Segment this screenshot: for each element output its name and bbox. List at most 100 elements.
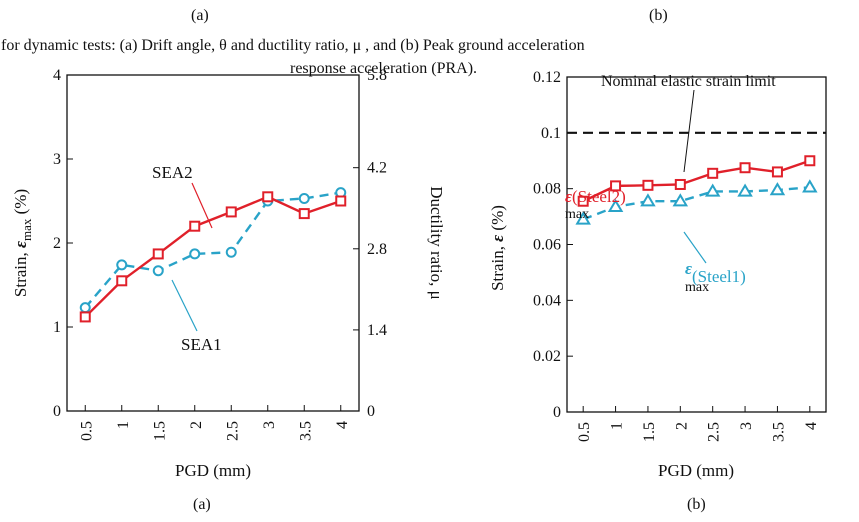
chart-b-ticks: 0.5 1 1.5 2 2.5 3 3.5 4 0 0.02 0.04 0.06 0.08 0.1 0.12 [533, 69, 820, 442]
y-tick-label: 1 [53, 319, 61, 336]
reference-line-leader [683, 89, 695, 173]
data-point-circle [189, 248, 201, 260]
x-tick-label: 1 [609, 422, 626, 430]
chart-b-xlabel: PGD (mm) [658, 461, 734, 480]
y2-tick-label: 1.4 [367, 322, 387, 339]
data-point-triangle [575, 211, 591, 225]
data-point-circle [152, 265, 164, 277]
figure-caption-line2: response acceleration (PRA). [290, 60, 478, 77]
annotation-sea1-leader [171, 279, 198, 332]
data-point-circle [79, 302, 91, 314]
y-tick-label: 4 [53, 67, 61, 84]
data-point-triangle [769, 182, 786, 196]
chart-b-series [575, 155, 818, 225]
data-point-square [225, 206, 237, 218]
chart-a-ylabel-prefix: Strain, [11, 248, 30, 297]
data-point-square [642, 179, 654, 191]
x-tick-label: 2 [673, 422, 690, 430]
y-tick-label: 0.08 [533, 181, 561, 198]
bottom-caption-a: (a) [193, 496, 211, 513]
x-tick-label: 2.5 [706, 422, 723, 442]
steel1-leader [683, 231, 707, 264]
data-point-triangle [672, 193, 689, 207]
x-tick-label: 0.5 [78, 421, 95, 441]
steel2-symbol: ε [565, 187, 572, 206]
data-point-triangle [607, 198, 624, 213]
y2-tick-label: 5.8 [367, 67, 387, 84]
data-point-square [674, 178, 686, 190]
y-tick-label: 0.1 [541, 125, 561, 142]
chart-b-ylabel-symbol: ε [488, 235, 507, 242]
chart-a-series [79, 187, 347, 323]
x-tick-label: 1.5 [151, 421, 168, 441]
chart-a-xlabel: PGD (mm) [175, 461, 251, 480]
chart-a-y2label: Ductility ratio, μ [427, 186, 446, 299]
chart-b-ylabel-prefix: Strain, [488, 242, 507, 291]
x-tick-label: 3 [261, 421, 278, 429]
top-caption-b: (b) [649, 7, 668, 24]
chart-a-ylabel-suffix: (%) [11, 189, 30, 219]
steel2-sub: max [565, 207, 589, 222]
chart-a-frame [66, 74, 360, 412]
data-point-square [298, 208, 310, 220]
data-point-square [335, 195, 347, 207]
data-point-triangle [737, 183, 753, 197]
x-tick-label: 3.5 [297, 421, 314, 441]
x-tick-label: 0.5 [576, 422, 593, 442]
y-tick-label: 0 [553, 404, 561, 421]
bottom-caption-b: (b) [687, 496, 706, 513]
data-point-triangle [802, 179, 818, 193]
x-tick-label: 2 [188, 421, 205, 429]
steel1-text: (Steel1) [692, 267, 746, 286]
chart-b-frame [566, 76, 827, 413]
chart-b-ylabel: Strain, ε (%) [488, 205, 507, 291]
x-tick-label: 3.5 [770, 422, 787, 442]
chart-b-ylabel-suffix: (%) [488, 205, 507, 235]
series-line [84, 191, 341, 309]
x-tick-label: 4 [334, 421, 351, 429]
steel1-symbol: ε [685, 259, 692, 278]
data-point-square [804, 155, 816, 167]
x-tick-label: 4 [803, 422, 820, 430]
y-tick-label: 0 [53, 403, 61, 420]
data-point-square [707, 167, 719, 179]
figure-caption-line1: for dynamic tests: (a) Drift angle, θ an… [1, 37, 585, 54]
reference-line-label: Nominal elastic strain limit [601, 73, 776, 90]
annotation-steel2: ε(Steel2) [565, 187, 626, 206]
data-point-square [116, 275, 128, 287]
chart-b: 0.5 1 1.5 2 2.5 3 3.5 4 0 0.02 0.04 0.06 0.08 0.1 0.12… [488, 69, 827, 480]
x-tick-label: 3 [738, 422, 755, 430]
chart-a-ylabel-symbol: ε [11, 241, 30, 248]
data-point-square [610, 180, 622, 192]
data-point-square [152, 248, 164, 260]
annotation-sea2-leader [191, 182, 213, 229]
annotation-sea2: SEA2 [152, 163, 193, 182]
data-point-circle [116, 259, 128, 271]
data-point-square [262, 191, 274, 203]
chart-a-ylabel: Strain, εmax (%) [11, 189, 34, 297]
y-tick-label: 0.06 [533, 237, 561, 254]
data-point-circle [298, 192, 310, 204]
data-point-circle [225, 246, 237, 258]
series-line [84, 195, 342, 318]
chart-a: 0.5 1 1.5 2 2.5 3 3.5 4 0 1 2 3 4 0 1.4 2.8 4.2 5.8 PGD (… [11, 67, 446, 480]
x-tick-label: 1 [115, 421, 132, 429]
data-point-square [771, 166, 783, 178]
data-point-square [79, 311, 91, 323]
data-point-square [739, 162, 751, 174]
annotation-steel1: ε(Steel1) [685, 259, 746, 286]
annotation-sea1: SEA1 [181, 335, 222, 354]
y-tick-label: 0.02 [533, 348, 561, 365]
data-point-square [577, 195, 589, 207]
steel2-text: (Steel2) [572, 187, 626, 206]
steel1-sub: max [685, 280, 709, 295]
x-tick-label: 2.5 [224, 421, 241, 441]
data-point-triangle [704, 183, 721, 197]
y-tick-label: 2 [53, 235, 61, 252]
y-tick-label: 0.12 [533, 69, 561, 86]
y2-tick-label: 4.2 [367, 160, 387, 177]
x-tick-label: 1.5 [641, 422, 658, 442]
y2-tick-label: 0 [367, 403, 375, 420]
y-tick-label: 0.04 [533, 292, 561, 309]
